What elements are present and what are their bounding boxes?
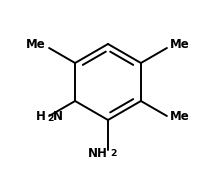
Text: NH: NH — [88, 147, 108, 160]
Text: N: N — [53, 110, 63, 123]
Text: Me: Me — [26, 38, 46, 51]
Text: 2: 2 — [110, 149, 116, 158]
Text: 2: 2 — [47, 114, 53, 123]
Text: Me: Me — [170, 110, 190, 123]
Text: Me: Me — [170, 38, 190, 51]
Text: H: H — [36, 110, 46, 123]
